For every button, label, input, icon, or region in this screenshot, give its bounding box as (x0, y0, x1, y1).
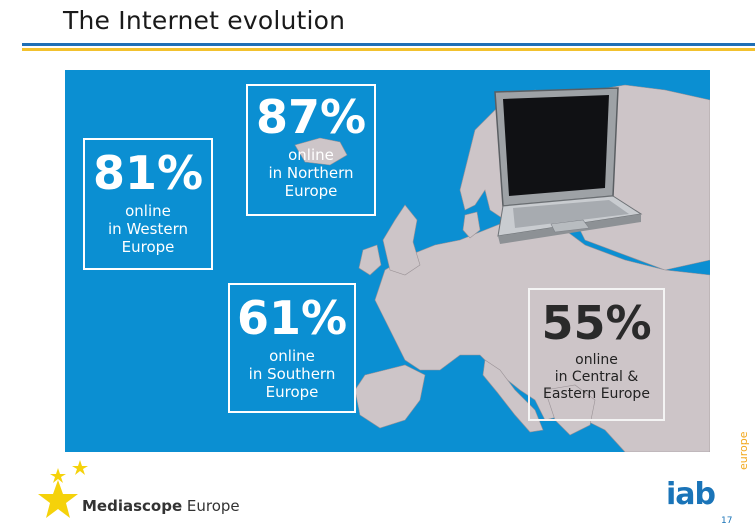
star-icon (38, 480, 78, 518)
stat-percent: 61% (236, 291, 348, 345)
stat-label-line: online (125, 202, 171, 220)
stat-label-line: Europe (284, 182, 338, 200)
stat-label-line: Eastern Europe (543, 386, 650, 402)
stat-label-line: online (575, 352, 618, 368)
laptop-icon (494, 87, 643, 244)
brand-name-bold: Mediascope (82, 497, 183, 515)
stat-label-line: in Western (108, 220, 188, 238)
stat-label-line: in Central & (554, 369, 639, 385)
stat-percent: 87% (255, 90, 367, 144)
stat-central-eastern-europe: 55% online in Central & Eastern Europe (528, 288, 665, 421)
stat-label-line: online (269, 347, 315, 365)
title-divider-blue (22, 43, 755, 46)
brand-name-rest: Europe (182, 497, 240, 515)
mediascope-brand: Mediascope Europe (82, 497, 240, 515)
stat-label-line: in Southern (248, 365, 336, 383)
stat-western-europe: 81% online in Western Europe (83, 138, 213, 270)
stat-label-line: in Northern (268, 164, 354, 182)
slide-title: The Internet evolution (63, 6, 346, 35)
star-icon (50, 468, 66, 483)
mediascope-logo (38, 460, 88, 518)
stat-southern-europe: 61% online in Southern Europe (228, 283, 356, 413)
stat-northern-europe: 87% online in Northern Europe (246, 84, 376, 216)
iab-logo-suffix: europe (737, 431, 750, 471)
title-divider-yellow (22, 48, 755, 51)
stat-percent: 55% (541, 296, 652, 350)
stat-label-line: online (288, 146, 334, 164)
page-number: 17 (721, 516, 733, 526)
stat-percent: 81% (92, 146, 204, 200)
star-icon (72, 460, 88, 475)
europe-map (294, 84, 710, 452)
stat-label-line: Europe (265, 383, 319, 401)
stat-label-line: Europe (121, 238, 175, 256)
iab-logo: iab (666, 477, 716, 512)
europe-map-panel: 81% online in Western Europe 87% online … (65, 70, 710, 452)
